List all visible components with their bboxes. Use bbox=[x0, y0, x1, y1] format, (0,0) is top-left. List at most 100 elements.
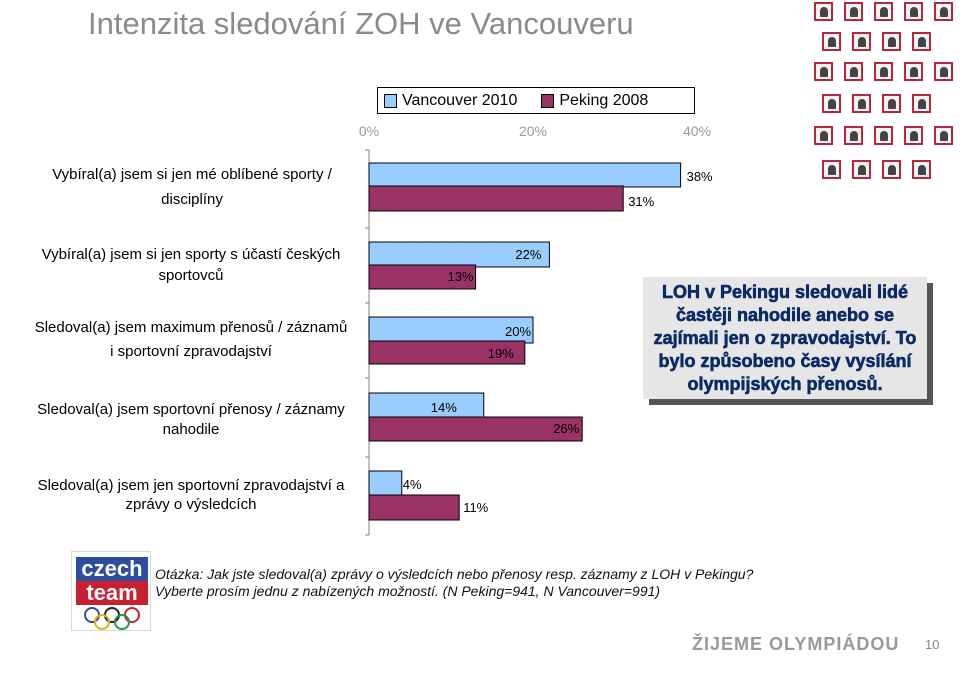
bar-value-label: 19% bbox=[488, 346, 514, 361]
bar-peking bbox=[368, 494, 460, 521]
athlete-figure-icon bbox=[880, 131, 888, 141]
bar-vancouver bbox=[368, 241, 550, 268]
mosaic-tile bbox=[934, 62, 953, 81]
bar-value-label: 13% bbox=[448, 269, 474, 284]
athlete-figure-icon bbox=[828, 165, 836, 175]
mosaic-tile bbox=[844, 2, 863, 21]
athlete-figure-icon bbox=[820, 131, 828, 141]
category-label: sportovců bbox=[158, 267, 224, 284]
legend-swatch-vancouver bbox=[384, 93, 397, 108]
category-label: i sportovní zpravodajství bbox=[110, 343, 272, 360]
mosaic-tile bbox=[904, 2, 923, 21]
athlete-figure-icon bbox=[850, 7, 858, 17]
athlete-figure-icon bbox=[910, 67, 918, 77]
callout-box: LOH v Pekingu sledovali lidé častěji nah… bbox=[643, 277, 927, 399]
athlete-figure-icon bbox=[940, 7, 948, 17]
athlete-figure-icon bbox=[828, 37, 836, 47]
mosaic-tile bbox=[852, 32, 871, 51]
athlete-figure-icon bbox=[880, 7, 888, 17]
mosaic-tile bbox=[822, 94, 841, 113]
mosaic-tile bbox=[844, 62, 863, 81]
athlete-figure-icon bbox=[888, 99, 896, 109]
athlete-figure-icon bbox=[820, 67, 828, 77]
czech-team-logo: czech team bbox=[71, 551, 151, 631]
mosaic-tile bbox=[934, 2, 953, 21]
bar-peking bbox=[368, 340, 526, 365]
category-label: Vybíral(a) jsem si jen mé oblíbené sport… bbox=[52, 166, 332, 183]
athlete-figure-icon bbox=[858, 165, 866, 175]
olympic-rings-icon bbox=[84, 607, 140, 630]
logo-word-team: team bbox=[86, 580, 138, 605]
question-note: Otázka: Jak jste sledoval(a) zprávy o vý… bbox=[155, 566, 753, 600]
bar-vancouver bbox=[368, 316, 534, 344]
mosaic-tile bbox=[882, 160, 901, 179]
footer-brand: ŽIJEME OLYMPIÁDOU bbox=[692, 634, 900, 654]
category-label: Sledoval(a) jsem sportovní přenosy / záz… bbox=[37, 401, 345, 418]
logo-word-czech: czech bbox=[81, 556, 143, 581]
athlete-figure-icon bbox=[918, 99, 926, 109]
question-note-line2: Vyberte prosím jednu z nabízených možnos… bbox=[155, 583, 661, 599]
athlete-figure-icon bbox=[850, 67, 858, 77]
bar-value-label: 22% bbox=[515, 247, 541, 262]
logo-band-red bbox=[76, 581, 148, 605]
athlete-figure-icon bbox=[918, 165, 926, 175]
athlete-figure-icon bbox=[940, 131, 948, 141]
athlete-figure-icon bbox=[888, 165, 896, 175]
mosaic-tile bbox=[912, 32, 931, 51]
bar-vancouver bbox=[368, 392, 485, 419]
bar-value-label: 38% bbox=[687, 169, 713, 184]
x-tick-label: 0% bbox=[359, 123, 379, 139]
bar-value-label: 31% bbox=[628, 194, 654, 209]
chart-legend: Vancouver 2010 Peking 2008 bbox=[377, 87, 695, 114]
legend-item-vancouver: Vancouver 2010 bbox=[378, 92, 517, 110]
athlete-figure-icon bbox=[828, 99, 836, 109]
legend-swatch-peking bbox=[541, 93, 555, 108]
athlete-figure-icon bbox=[910, 131, 918, 141]
bar-vancouver bbox=[368, 470, 403, 498]
logo-band-blue bbox=[76, 557, 148, 581]
mosaic-tile bbox=[814, 126, 833, 145]
mosaic-tile bbox=[852, 94, 871, 113]
category-label: nahodile bbox=[162, 421, 220, 438]
mosaic-tile bbox=[904, 62, 923, 81]
mosaic-tile bbox=[934, 126, 953, 145]
mosaic-tile bbox=[852, 160, 871, 179]
mosaic-tile bbox=[822, 32, 841, 51]
page-number: 10 bbox=[925, 637, 940, 652]
sports-photo-mosaic bbox=[808, 0, 960, 190]
mosaic-tile bbox=[844, 126, 863, 145]
athlete-figure-icon bbox=[888, 37, 896, 47]
mosaic-tile bbox=[814, 62, 833, 81]
bar-peking bbox=[368, 416, 583, 442]
athlete-figure-icon bbox=[858, 99, 866, 109]
category-label: disciplíny bbox=[161, 191, 223, 208]
athlete-figure-icon bbox=[940, 67, 948, 77]
athlete-figure-icon bbox=[850, 131, 858, 141]
legend-item-peking: Peking 2008 bbox=[535, 92, 648, 110]
callout-text: LOH v Pekingu sledovali lidé častěji nah… bbox=[653, 282, 917, 395]
mosaic-tile bbox=[874, 126, 893, 145]
mosaic-tile bbox=[814, 2, 833, 21]
mosaic-tile bbox=[882, 32, 901, 51]
bar-vancouver bbox=[368, 162, 682, 188]
bar-value-label: 26% bbox=[553, 421, 579, 436]
question-note-line1: Otázka: Jak jste sledoval(a) zprávy o vý… bbox=[155, 566, 754, 582]
mosaic-tile bbox=[882, 94, 901, 113]
page-title: Intenzita sledování ZOH ve Vancouveru bbox=[88, 6, 634, 41]
athlete-figure-icon bbox=[880, 67, 888, 77]
category-label: Vybíral(a) jsem si jen sporty s účastí č… bbox=[41, 246, 341, 263]
legend-label-peking: Peking 2008 bbox=[559, 91, 649, 109]
category-label: zprávy o výsledcích bbox=[125, 496, 257, 513]
athlete-figure-icon bbox=[858, 37, 866, 47]
category-label: Sledoval(a) jsem maximum přenosů / zázna… bbox=[34, 319, 348, 336]
bar-value-label: 14% bbox=[431, 400, 457, 415]
athlete-figure-icon bbox=[910, 7, 918, 17]
mosaic-tile bbox=[912, 160, 931, 179]
mosaic-tile bbox=[904, 126, 923, 145]
bar-value-label: 4% bbox=[403, 477, 422, 492]
athlete-figure-icon bbox=[820, 7, 828, 17]
bar-peking bbox=[368, 264, 477, 290]
legend-label-vancouver: Vancouver 2010 bbox=[402, 91, 518, 109]
mosaic-tile bbox=[822, 160, 841, 179]
